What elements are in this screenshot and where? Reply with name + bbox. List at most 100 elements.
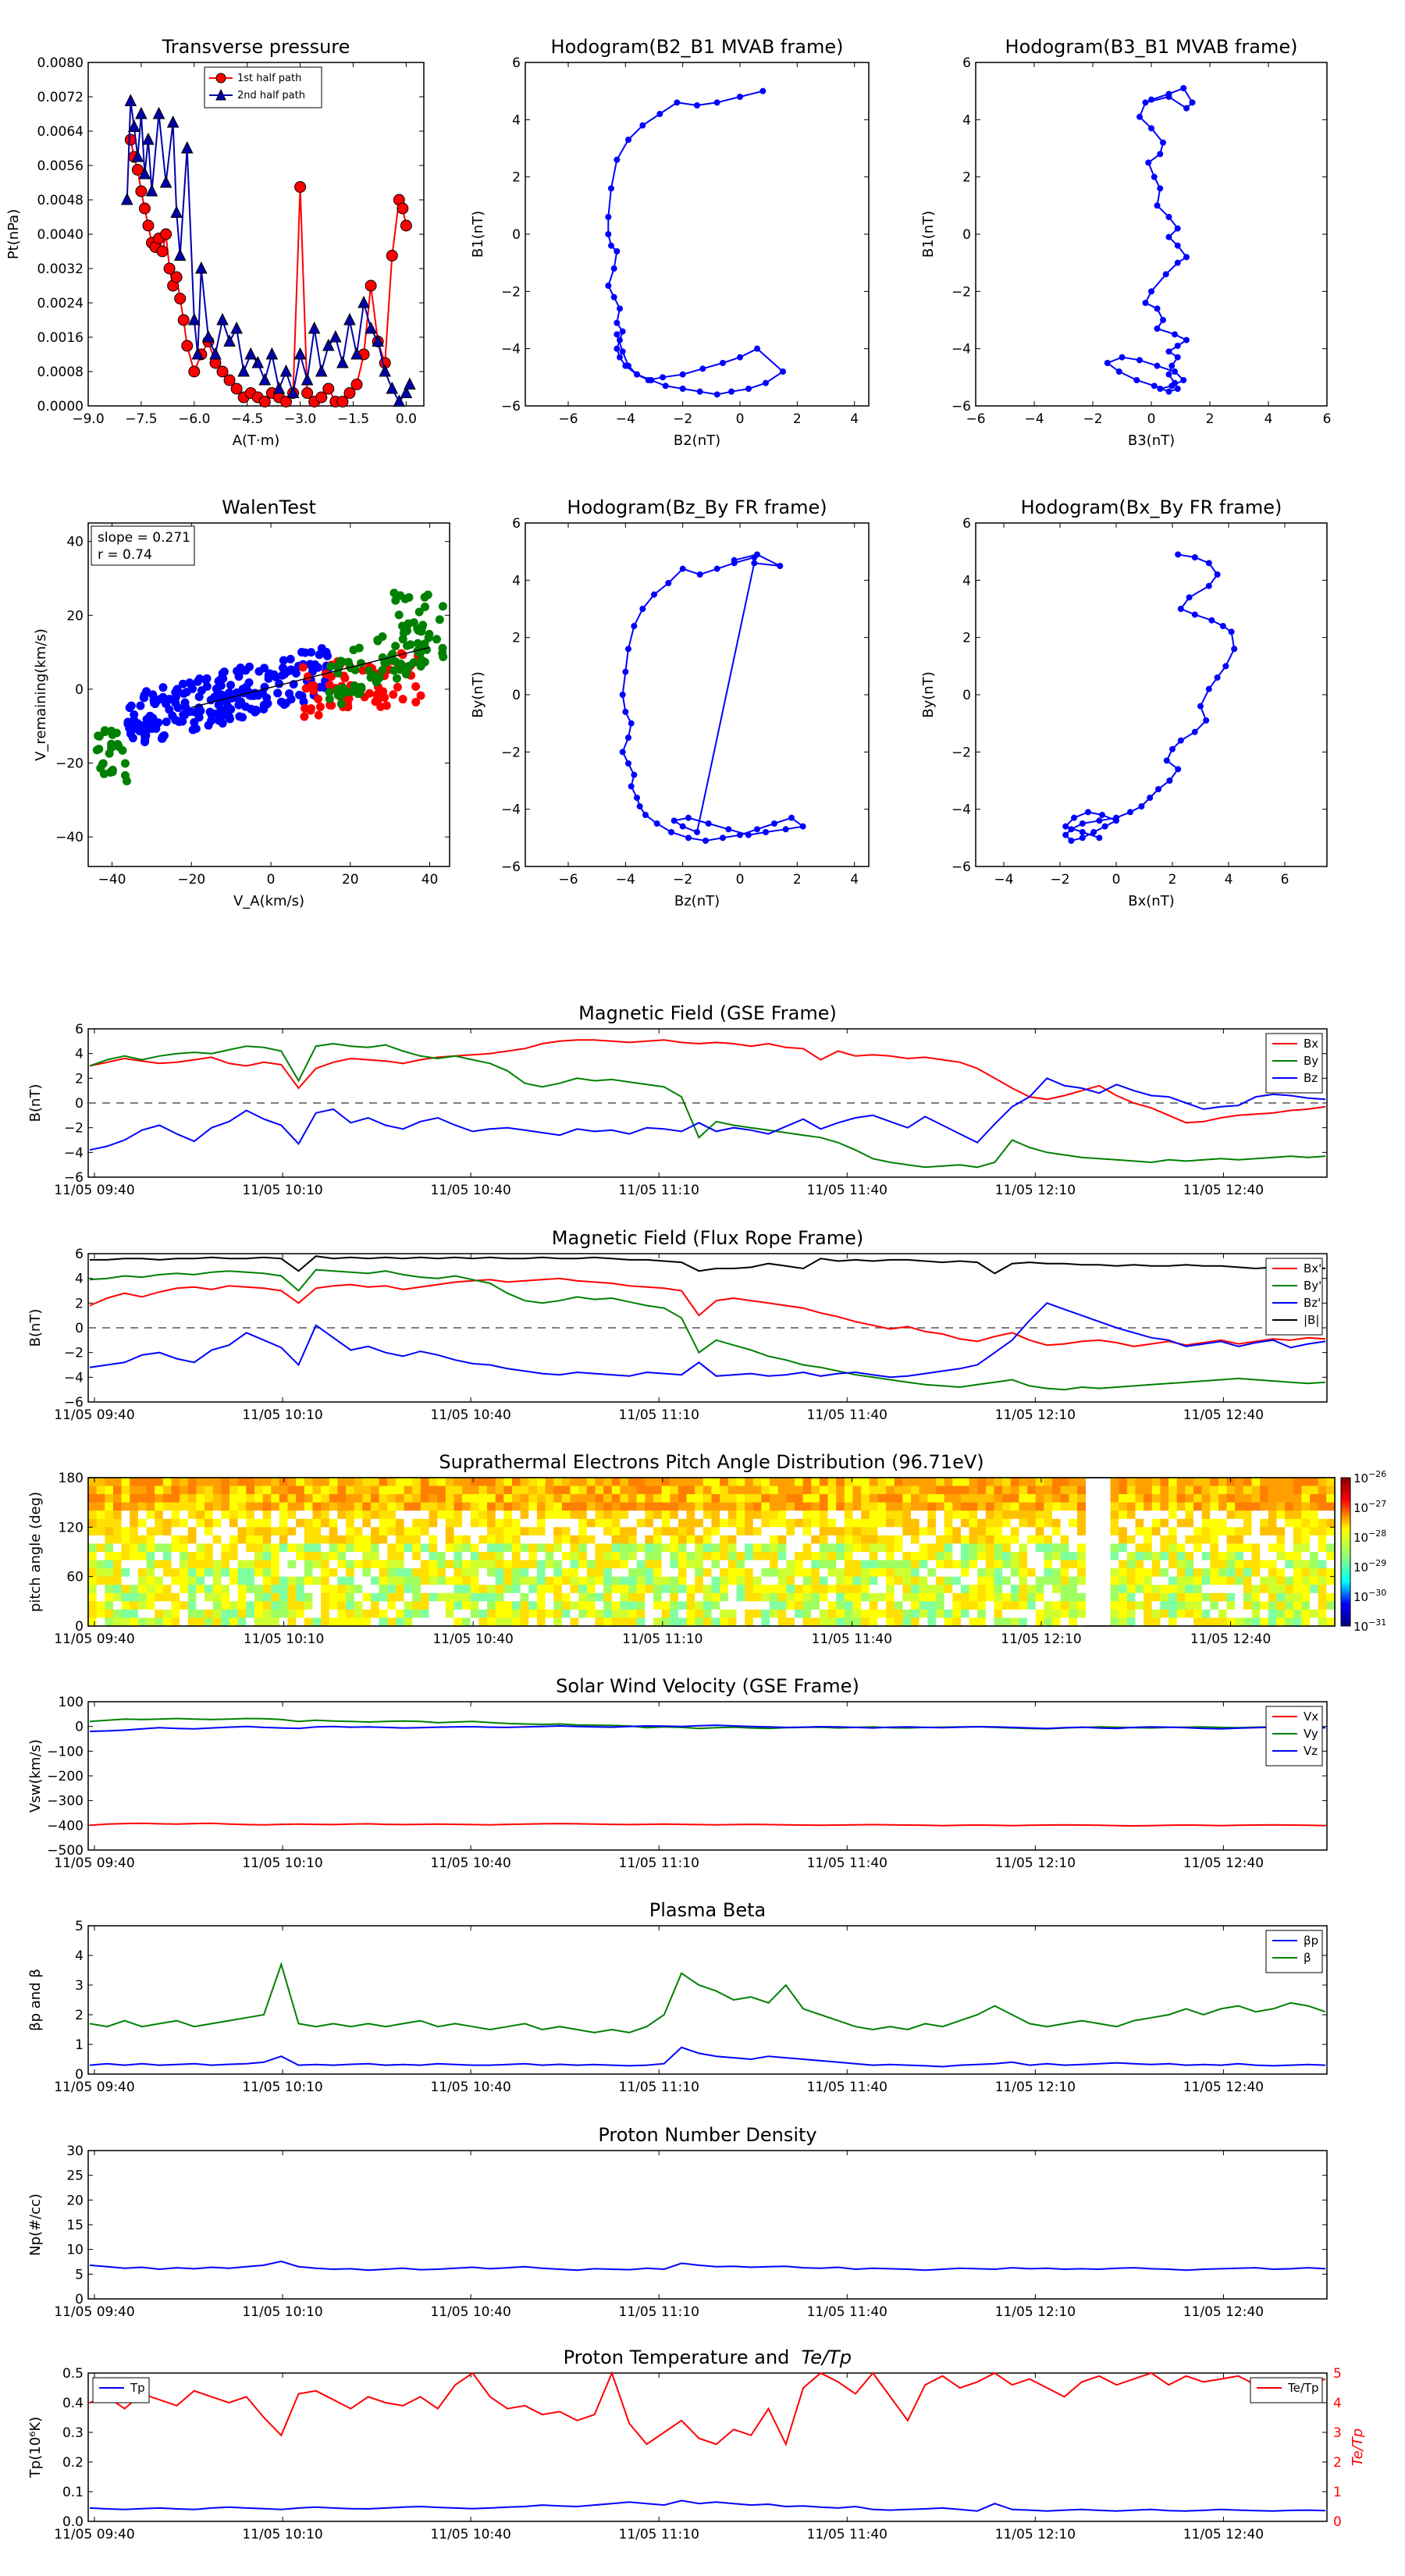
pitch-angle-cell	[553, 1552, 563, 1561]
pitch-angle-cell	[1251, 1527, 1261, 1536]
hodogram-bz-by-marker	[636, 803, 643, 809]
pitch-angle-cell	[105, 1592, 114, 1602]
pitch-angle-cell	[1002, 1527, 1012, 1536]
pitch-angle-cell	[1185, 1592, 1194, 1602]
pitch-angle-cell	[770, 1601, 779, 1610]
pitch-angle-cell	[570, 1609, 579, 1618]
pitch-angle-cell	[952, 1510, 962, 1520]
pitch-angle-cell	[927, 1494, 937, 1503]
pitch-angle-cell	[362, 1552, 372, 1561]
pitch-angle-cell	[653, 1592, 663, 1602]
pitch-angle-cell	[944, 1485, 953, 1495]
pitch-angle-cell	[861, 1568, 870, 1578]
pitch-angle-cell	[1069, 1592, 1078, 1602]
pitch-angle-cell	[994, 1518, 1003, 1528]
transverse-pressure-marker	[329, 329, 342, 343]
pitch-angle-cell	[636, 1568, 646, 1578]
hodogram-b3-b1-marker	[1165, 348, 1172, 355]
walen-test-point	[299, 697, 308, 706]
pitch-angle-cell	[844, 1535, 853, 1544]
pitch-angle-cell	[777, 1485, 787, 1495]
pitch-angle-cell	[237, 1617, 247, 1627]
pitch-angle-cell	[745, 1527, 754, 1536]
pitch-angle-cell	[661, 1494, 670, 1503]
hodogram-bz-by-marker	[653, 820, 660, 827]
plasma-beta-ylabel: βp and β	[27, 1969, 44, 2031]
pitch-angle-cell	[462, 1535, 471, 1544]
pitch-angle-cell	[462, 1592, 471, 1602]
walen-test-point	[284, 667, 293, 676]
pitch-angle-cell	[1168, 1478, 1178, 1487]
pitch-angle-cell	[304, 1485, 313, 1495]
hodogram-bx-by-xtick-label: 2	[1168, 872, 1177, 888]
pitch-angle-cell	[1251, 1494, 1261, 1503]
pitch-angle-cell	[545, 1601, 554, 1610]
hodogram-b3-b1-marker	[1154, 362, 1161, 369]
pitch-angle-cell	[678, 1552, 688, 1561]
pitch-angle-cell	[205, 1585, 214, 1594]
walen-test-point	[179, 689, 188, 699]
pitch-angle-cell	[578, 1518, 588, 1528]
pitch-angle-cell	[636, 1592, 646, 1602]
pitch-angle-cell	[886, 1576, 895, 1585]
pitch-angle-cell	[1251, 1617, 1261, 1627]
pitch-angle-cell	[246, 1560, 255, 1569]
pitch-angle-cell	[1060, 1617, 1069, 1627]
pitch-angle-cell	[1151, 1527, 1161, 1536]
pitch-angle-cell	[620, 1485, 629, 1495]
pitch-angle-cell	[1010, 1552, 1019, 1561]
walen-test-point	[393, 682, 402, 692]
pitch-angle-cell	[112, 1568, 123, 1578]
pitch-angle-cell	[586, 1510, 596, 1520]
pitch-angle-cell	[1218, 1576, 1228, 1585]
pitch-angle-cell	[88, 1527, 98, 1536]
walen-test-point	[226, 689, 235, 699]
pitch-angle-cell	[462, 1494, 471, 1503]
pitch-angle-cell	[745, 1617, 754, 1627]
walen-test-point	[380, 692, 389, 702]
pitch-angle-cell	[553, 1518, 563, 1528]
pitch-angle-cell	[287, 1601, 297, 1610]
pitch-angle-cell	[246, 1527, 255, 1536]
pitch-angle-cell	[894, 1494, 903, 1503]
pitch-angle-cell	[786, 1478, 795, 1487]
pitch-angle-cell	[770, 1585, 779, 1594]
pitch-angle-cell	[321, 1560, 330, 1569]
pitch-angle-cell	[994, 1527, 1003, 1536]
pitch-angle-cell	[520, 1609, 529, 1618]
pitch-angle-cell	[1076, 1576, 1087, 1585]
pitch-angle-cell	[1135, 1609, 1144, 1618]
pitch-angle-cell	[1235, 1510, 1244, 1520]
pitch-angle-cell	[1243, 1518, 1253, 1528]
pitch-angle-cell	[1044, 1510, 1053, 1520]
pitch-angle-cell	[678, 1535, 688, 1544]
pitch-angle-cell	[370, 1485, 380, 1495]
pitch-angle-cell	[686, 1601, 695, 1610]
pitch-angle-cell	[620, 1560, 629, 1569]
pitch-angle-cell	[994, 1510, 1003, 1520]
pitch-angle-cell	[536, 1568, 546, 1578]
pitch-angle-cell	[911, 1601, 920, 1610]
pitch-angle-cell	[727, 1510, 737, 1520]
pitch-angle-cell	[1052, 1601, 1062, 1610]
pitch-angle-cell	[536, 1478, 546, 1487]
pitch-angle-cell	[1176, 1592, 1186, 1602]
pitch-angle-cell	[1019, 1576, 1028, 1585]
pitch-angle-cell	[370, 1617, 380, 1627]
pitch-angle-cell	[88, 1601, 98, 1610]
pitch-angle-cell	[869, 1601, 878, 1610]
pitch-angle-cell	[171, 1617, 180, 1627]
pitch-angle-cell	[262, 1609, 272, 1618]
pitch-angle-cell	[370, 1543, 380, 1553]
pitch-angle-cell	[844, 1502, 853, 1511]
pitch-angle-cell	[121, 1527, 130, 1536]
transverse-pressure-ytick-label: 0.0000	[37, 399, 84, 415]
transverse-pressure-marker	[135, 185, 148, 197]
pitch-angle-cell	[462, 1527, 471, 1536]
hodogram-b3-b1-marker	[1136, 357, 1143, 364]
pitch-angle-cell	[578, 1535, 588, 1544]
pitch-angle-cell	[503, 1510, 513, 1520]
pitch-angle-cell	[354, 1494, 363, 1503]
mag-gse-ytick-label: 0	[75, 1096, 84, 1112]
pitch-angle-cell	[745, 1568, 754, 1578]
